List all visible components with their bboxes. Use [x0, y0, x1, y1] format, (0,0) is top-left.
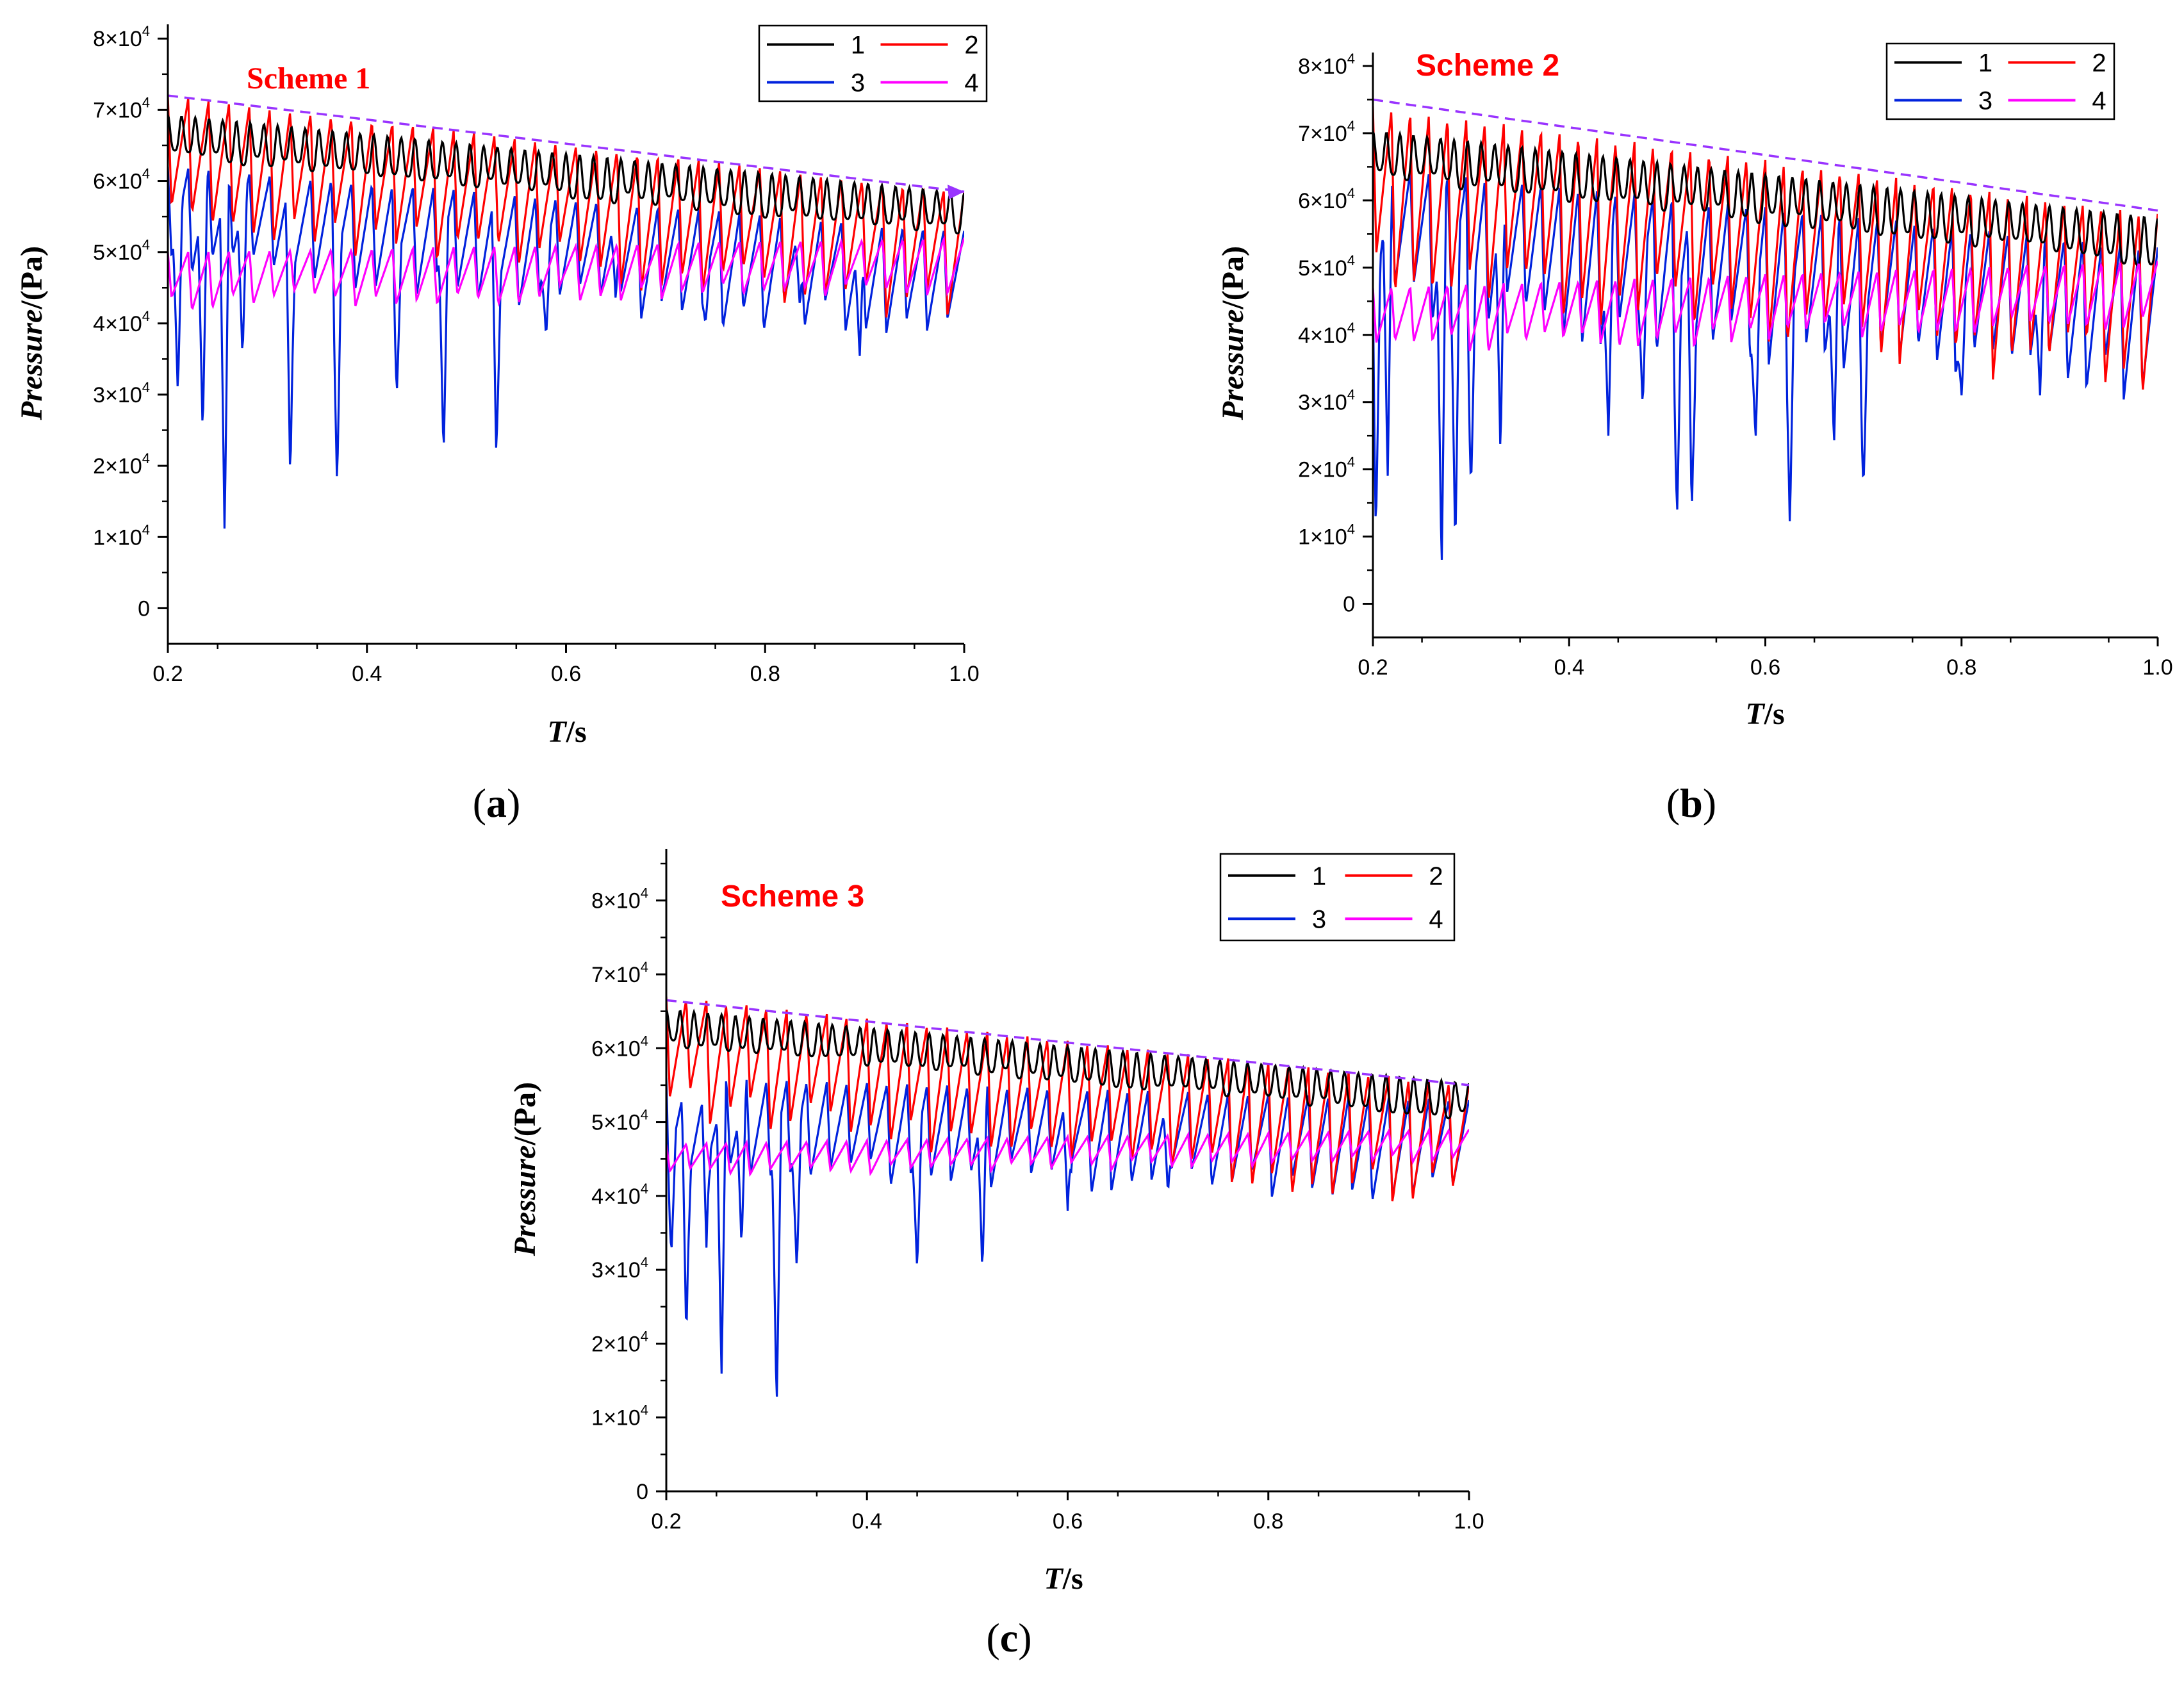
x-tick-label: 1.0: [2142, 655, 2172, 680]
x-axis-title: T/s: [547, 715, 586, 749]
y-tick-label: 2×104: [1298, 454, 1355, 482]
y-tick-label: 0: [138, 596, 150, 621]
series-line-4: [666, 1126, 1469, 1177]
series-line-2: [168, 95, 964, 318]
envelope-dashed-line: [666, 999, 1470, 1086]
y-tick-label: 6×104: [591, 1033, 648, 1061]
legend-label-3: 3: [851, 69, 865, 97]
chart-panel-b: 0.2 0.4 0.6 0.8 1.0 0 1×104 2×104 3×104 4×104 5×10…: [1216, 42, 2173, 826]
series-line-1: [168, 114, 964, 234]
legend-label-2: 2: [964, 31, 978, 60]
y-tick-label: 4×104: [93, 308, 150, 336]
y-tick-label: 7×104: [93, 94, 150, 122]
x-tick-label: 0.2: [651, 1509, 681, 1534]
scheme-label: Scheme 2: [1416, 49, 1559, 83]
series-line-4: [1373, 260, 2158, 352]
y-tick-label: 5×104: [1298, 252, 1355, 281]
legend-box: [1885, 42, 2115, 120]
series-line-4: [168, 235, 964, 310]
y-tick-label: 5×104: [591, 1107, 648, 1135]
y-tick-label: 6×104: [93, 166, 150, 194]
legend: 1 2 3 4: [1885, 42, 2115, 120]
chart-panel-c: 0.2 0.4 0.6 0.8 1.0 0 1×104 2×104 3×104 4×104 5×10…: [508, 849, 1484, 1660]
legend-box: [758, 24, 988, 102]
x-tick-label: 0.8: [1253, 1509, 1283, 1534]
x-tick-label: 0.2: [1358, 655, 1388, 680]
y-tick-label: 8×104: [93, 23, 150, 51]
y-axis-title: Pressure/(Pa): [508, 1082, 542, 1257]
legend-label-1: 1: [1312, 862, 1326, 890]
legend-label-1: 1: [851, 31, 865, 60]
scheme-label: Scheme 1: [247, 61, 370, 95]
y-tick-label: 1×104: [591, 1402, 648, 1430]
y-tick-label: 1×104: [93, 521, 150, 550]
legend-label-2: 2: [1429, 862, 1443, 890]
x-axis-title: T/s: [1745, 697, 1784, 731]
panel-caption: (b): [1666, 780, 1716, 826]
legend: 1 2 3 4: [1219, 853, 1456, 942]
y-tick-label: 0: [636, 1480, 648, 1504]
y-tick-label: 6×104: [1298, 185, 1355, 213]
y-tick-label: 8×104: [1298, 51, 1355, 79]
scheme-label: Scheme 3: [721, 880, 864, 914]
y-axis-title: Pressure/(Pa): [1216, 246, 1250, 421]
series-line-1: [1373, 130, 2158, 266]
x-tick-label: 1.0: [1454, 1509, 1484, 1534]
series-line-3: [168, 167, 964, 529]
legend-label-2: 2: [2092, 49, 2106, 78]
y-tick-label: 1×104: [1298, 521, 1355, 550]
series-line-2: [666, 996, 1469, 1202]
legend: 1 2 3 4: [758, 24, 988, 102]
y-tick-label: 4×104: [591, 1181, 648, 1209]
legend-label-3: 3: [1312, 905, 1326, 933]
y-tick-label: 7×104: [591, 959, 648, 987]
panel-caption: (a): [473, 780, 521, 826]
x-tick-label: 0.6: [551, 662, 581, 686]
legend-label-4: 4: [1429, 905, 1443, 933]
x-tick-label: 0.4: [1554, 655, 1584, 680]
x-tick-label: 0.8: [1946, 655, 1976, 680]
series-line-2: [1373, 106, 2158, 390]
y-tick-label: 0: [1343, 593, 1355, 617]
y-tick-label: 4×104: [1298, 320, 1355, 348]
series-line-1: [666, 1008, 1469, 1120]
y-tick-label: 3×104: [93, 379, 150, 407]
legend-label-4: 4: [964, 69, 978, 97]
y-tick-label: 8×104: [591, 885, 648, 914]
y-tick-label: 7×104: [1298, 118, 1355, 146]
x-tick-label: 0.6: [1750, 655, 1780, 680]
y-tick-label: 3×104: [1298, 387, 1355, 415]
x-axis-title: T/s: [1044, 1562, 1083, 1596]
envelope-dashed-line: [167, 94, 965, 193]
y-tick-label: 2×104: [93, 450, 150, 479]
legend-label-3: 3: [1978, 87, 1992, 115]
x-tick-label: 0.2: [152, 662, 183, 686]
panel-caption: (c): [986, 1615, 1031, 1660]
x-tick-label: 0.8: [750, 662, 780, 686]
envelope-arrowhead: [948, 184, 964, 200]
y-tick-label: 5×104: [93, 237, 150, 265]
chart-panel-a: 0.2 0.4 0.6 0.8 1.0 0 1×104 2×104 3×104 4×104 5×10…: [15, 23, 988, 826]
y-axis-title: Pressure/(Pa): [15, 246, 49, 421]
x-tick-label: 0.4: [852, 1509, 882, 1534]
x-tick-label: 0.4: [352, 662, 382, 686]
y-tick-label: 3×104: [591, 1254, 648, 1282]
x-tick-label: 1.0: [949, 662, 979, 686]
x-tick-label: 0.6: [1053, 1509, 1083, 1534]
legend-label-1: 1: [1978, 49, 1992, 78]
legend-box: [1219, 853, 1456, 942]
legend-label-4: 4: [2092, 87, 2106, 115]
y-tick-label: 2×104: [591, 1328, 648, 1356]
